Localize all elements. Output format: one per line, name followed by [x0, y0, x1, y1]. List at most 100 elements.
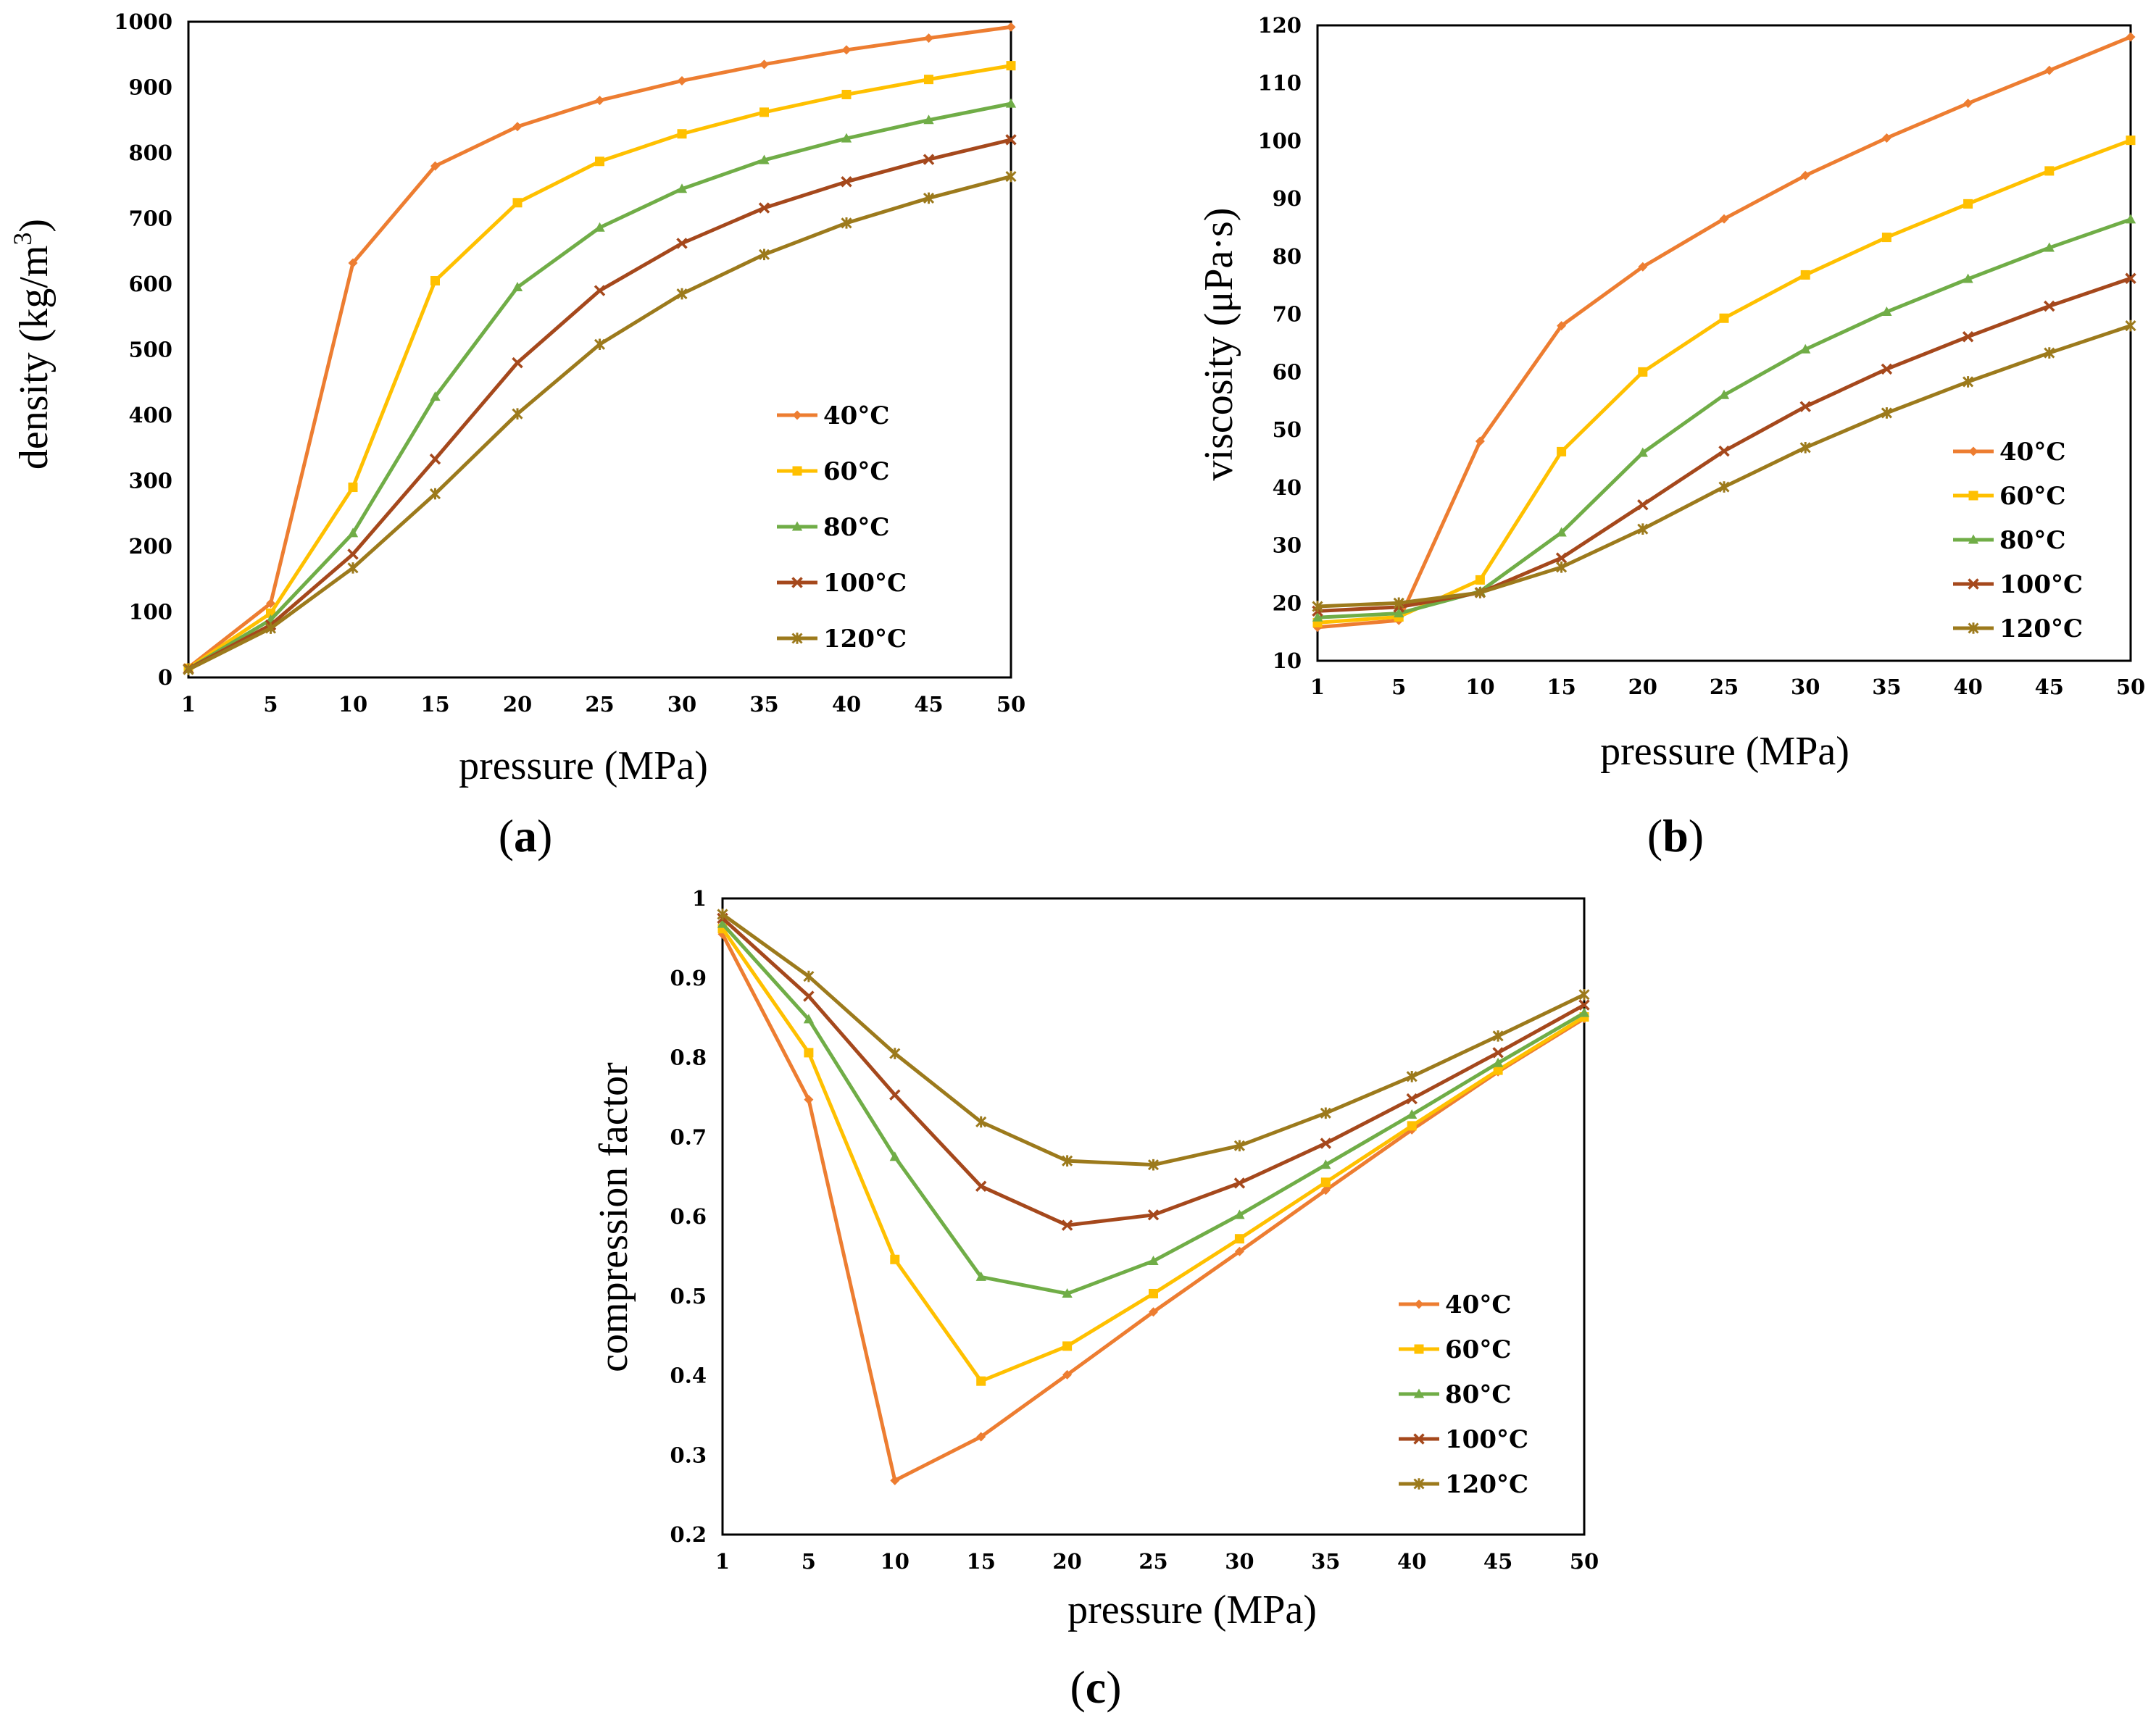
x-tick-label: 20	[1628, 675, 1657, 699]
data-point	[1578, 999, 1590, 1011]
legend-item: 40°C	[1953, 438, 2065, 467]
legend-label: 100°C	[1445, 1425, 1528, 1454]
data-point	[1492, 1057, 1504, 1067]
data-point	[1406, 1093, 1418, 1105]
data-point	[1557, 446, 1567, 456]
data-point	[923, 114, 934, 125]
y-tick-label: 0.2	[670, 1522, 707, 1547]
legend-item: 60°C	[1953, 482, 2065, 511]
data-point	[976, 1432, 986, 1442]
data-point	[430, 391, 441, 401]
x-tick-label: 15	[967, 1549, 996, 1574]
y-tick-label: 0	[158, 665, 172, 690]
data-point	[429, 453, 441, 465]
panel-label: (a)	[499, 810, 553, 861]
series-60c	[1312, 135, 2136, 627]
x-tick-label: 35	[1872, 675, 1901, 699]
y-tick-label: 110	[1257, 71, 1302, 96]
data-point	[717, 918, 728, 928]
legend-marker	[1414, 1299, 1424, 1309]
y-tick-label: 300	[128, 469, 172, 493]
data-point	[512, 198, 523, 208]
x-tick-label: 25	[1139, 1549, 1168, 1574]
legend-marker	[1413, 1478, 1425, 1490]
y-tick-label: 800	[128, 141, 172, 165]
y-tick-label: 100	[128, 600, 172, 625]
data-point	[841, 133, 852, 143]
y-tick-label: 50	[1273, 417, 1302, 442]
y-tick-label: 80	[1273, 244, 1302, 269]
x-tick-label: 35	[1311, 1549, 1340, 1574]
y-tick-label: 0.3	[670, 1443, 707, 1467]
data-point	[1556, 562, 1568, 573]
data-point	[1556, 527, 1567, 537]
legend-item: 120°C	[1399, 1470, 1528, 1499]
y-tick-label: 60	[1273, 359, 1302, 384]
data-point	[1234, 1234, 1244, 1244]
data-point	[2044, 242, 2055, 252]
data-point	[677, 75, 687, 85]
data-point	[1719, 313, 1729, 323]
legend-marker	[1413, 1433, 1425, 1445]
data-point	[975, 1271, 986, 1281]
plot-area-frame	[1316, 24, 2132, 662]
series-40c	[1312, 32, 2136, 633]
y-tick-label: 900	[128, 75, 172, 100]
y-tick-label: 200	[128, 534, 172, 559]
plot-area-frame	[721, 897, 1586, 1536]
legend-label: 40°C	[1445, 1290, 1511, 1319]
data-point	[2125, 214, 2136, 224]
series-line	[721, 922, 1586, 1295]
data-point	[803, 970, 815, 982]
x-tick-label: 15	[1547, 675, 1576, 699]
data-point	[1320, 1107, 1331, 1119]
legend-label: 80°C	[823, 513, 889, 542]
series-120c	[183, 170, 1017, 675]
x-tick-label: 5	[802, 1549, 816, 1574]
plot-area-frame	[187, 20, 1012, 679]
data-point	[1234, 1209, 1245, 1219]
data-point	[889, 1151, 900, 1161]
data-point	[1800, 343, 1811, 354]
y-tick-label: 40	[1273, 475, 1302, 500]
data-point	[512, 282, 523, 292]
data-point	[1555, 552, 1568, 564]
data-point	[1062, 1288, 1073, 1298]
data-point	[1963, 273, 1973, 283]
series-80c	[1312, 214, 2136, 622]
data-point	[803, 990, 815, 1002]
data-point	[1061, 1219, 1073, 1231]
data-point	[594, 285, 606, 296]
data-point	[1637, 447, 1648, 457]
legend-item: 100°C	[777, 569, 907, 598]
data-point	[2125, 272, 2136, 284]
y-tick-label: 1	[692, 886, 707, 911]
legend-marker	[1968, 534, 1979, 544]
series-80c	[717, 918, 1590, 1298]
y-tick-label: 120	[1257, 13, 1302, 38]
data-point	[429, 488, 441, 500]
y-tick-label: 0.4	[670, 1364, 707, 1388]
data-point	[348, 258, 358, 268]
data-point	[1638, 262, 1648, 272]
data-point	[2126, 135, 2136, 146]
data-point	[2044, 166, 2055, 176]
legend-marker	[1968, 491, 1978, 501]
data-point	[1149, 1307, 1158, 1317]
data-point	[594, 338, 606, 351]
data-point	[976, 1376, 986, 1386]
data-point	[595, 157, 604, 167]
x-tick-label: 10	[1465, 675, 1494, 699]
data-point	[676, 183, 688, 193]
data-point	[804, 1048, 814, 1058]
legend-item: 40°C	[777, 401, 889, 430]
data-point	[1062, 1341, 1073, 1351]
data-point	[2126, 32, 2136, 42]
x-tick-label: 50	[1570, 1549, 1599, 1574]
legend-item: 80°C	[1953, 526, 2065, 555]
data-point	[1719, 214, 1729, 224]
legend-marker	[1968, 578, 1979, 590]
legend-item: 120°C	[1953, 614, 2083, 643]
data-point	[923, 192, 935, 204]
